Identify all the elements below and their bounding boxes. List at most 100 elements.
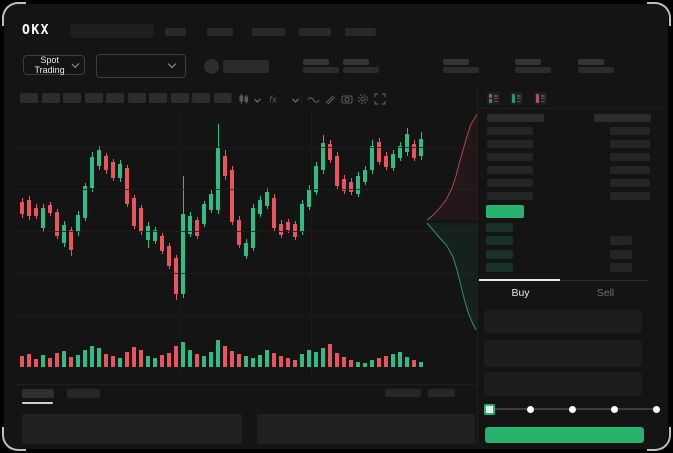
buy-submit-button[interactable] [485,427,644,443]
ask-amount-bar [610,153,650,161]
candle-body [153,230,157,241]
ask-price-bar [487,127,533,135]
nav-item-placeholder[interactable] [165,28,186,36]
candle-body [195,220,199,236]
candles-icon[interactable] [238,92,250,110]
volume-bar [321,348,325,367]
volume-bar [181,342,185,367]
book-combined-icon[interactable] [487,92,500,105]
book-bids-icon[interactable] [510,92,523,105]
slider-stop-dot[interactable] [527,405,535,413]
volume-bar [20,356,24,367]
volume-bar [265,350,269,367]
volume-bar [237,354,241,367]
last-price-badge [486,205,524,218]
pair-dropdown[interactable] [96,54,186,78]
timeframe-button[interactable] [127,93,146,103]
bid-row[interactable] [478,234,663,247]
candle-body [125,168,129,204]
amount-field[interactable] [484,340,642,367]
ask-row[interactable] [478,164,663,177]
candle-body [293,224,297,237]
ask-row[interactable] [478,151,663,164]
slider-stop-dot[interactable] [652,405,660,413]
icon-line [517,97,521,100]
timeframe-button[interactable] [149,93,167,103]
chevron-down-icon [71,59,80,68]
bottom-tab-placeholder[interactable] [22,389,54,398]
gear-icon[interactable] [357,92,369,110]
bottom-action-placeholder[interactable] [428,389,455,397]
chevron-down-icon[interactable] [291,92,300,110]
ask-row[interactable] [478,190,663,203]
ask-row[interactable] [478,177,663,190]
indicator-fx-icon[interactable]: fx [268,92,282,110]
toolbar-divider [231,92,232,104]
tab-sell[interactable]: Sell [596,287,615,299]
timeframe-button[interactable] [106,93,124,103]
wave-icon[interactable] [307,92,320,110]
candle-body [335,156,339,186]
candle-body [76,215,80,232]
icon-color-column [536,94,539,103]
gridline-horizontal [15,189,477,190]
nav-item-placeholder[interactable] [252,28,285,36]
svg-text:fx: fx [269,96,278,106]
volume-bar [62,351,66,367]
bottom-active-tab-underline [22,402,53,404]
candle-body [118,164,122,178]
candle-body [237,220,241,245]
volume-bar [223,346,227,367]
volume-bar [76,355,80,367]
candlestick-chart[interactable] [15,110,425,336]
candle-body [132,198,136,226]
candle-body [111,162,115,178]
market-type-label: Spot Trading [34,55,65,75]
ask-row[interactable] [478,138,663,151]
draw-icon[interactable] [324,92,336,110]
candle-body [27,200,31,216]
book-asks-icon[interactable] [534,92,547,105]
timeframe-button[interactable] [84,93,103,103]
volume-bar [90,346,94,367]
volume-bar [272,353,276,367]
bid-row[interactable] [478,221,663,234]
timeframe-button[interactable] [20,93,38,103]
tab-buy[interactable]: Buy [511,287,530,299]
ticker-stat-value [578,67,614,73]
market-type-dropdown[interactable]: Spot Trading [23,55,85,75]
expand-icon[interactable] [374,92,386,110]
bid-block [489,99,492,103]
timeframe-button[interactable] [192,93,210,103]
candle-body [405,134,409,152]
nav-item-placeholder[interactable] [207,28,233,36]
slider-stop-dot[interactable] [569,405,576,413]
volume-bar [419,362,423,367]
volume-bar [342,357,346,367]
camera-icon[interactable] [341,92,353,110]
bid-row[interactable] [478,261,663,274]
nav-item-placeholder[interactable] [299,28,331,36]
timeframe-button[interactable] [213,93,232,103]
timeframe-button[interactable] [170,93,189,103]
timeframe-button[interactable] [63,93,81,103]
nav-item-placeholder[interactable] [345,28,376,36]
slider-stop-dot[interactable] [610,405,618,413]
icon-line [541,100,545,102]
gridline-vertical [311,110,312,378]
bid-row[interactable] [478,248,663,261]
bid-amount-bar [610,263,632,272]
total-field[interactable] [484,372,642,396]
volume-bar [377,358,381,367]
bottom-tab-placeholder[interactable] [67,389,100,398]
slider-handle[interactable] [484,404,495,415]
ask-row[interactable] [478,125,663,138]
chevron-down-icon[interactable] [253,92,262,110]
candle-body [223,156,227,176]
price-field[interactable] [484,310,642,333]
bottom-action-placeholder[interactable] [385,389,421,397]
volume-bar [391,354,395,367]
ask-price-bar [487,153,533,161]
search-box[interactable] [70,24,154,38]
timeframe-button[interactable] [41,93,60,103]
